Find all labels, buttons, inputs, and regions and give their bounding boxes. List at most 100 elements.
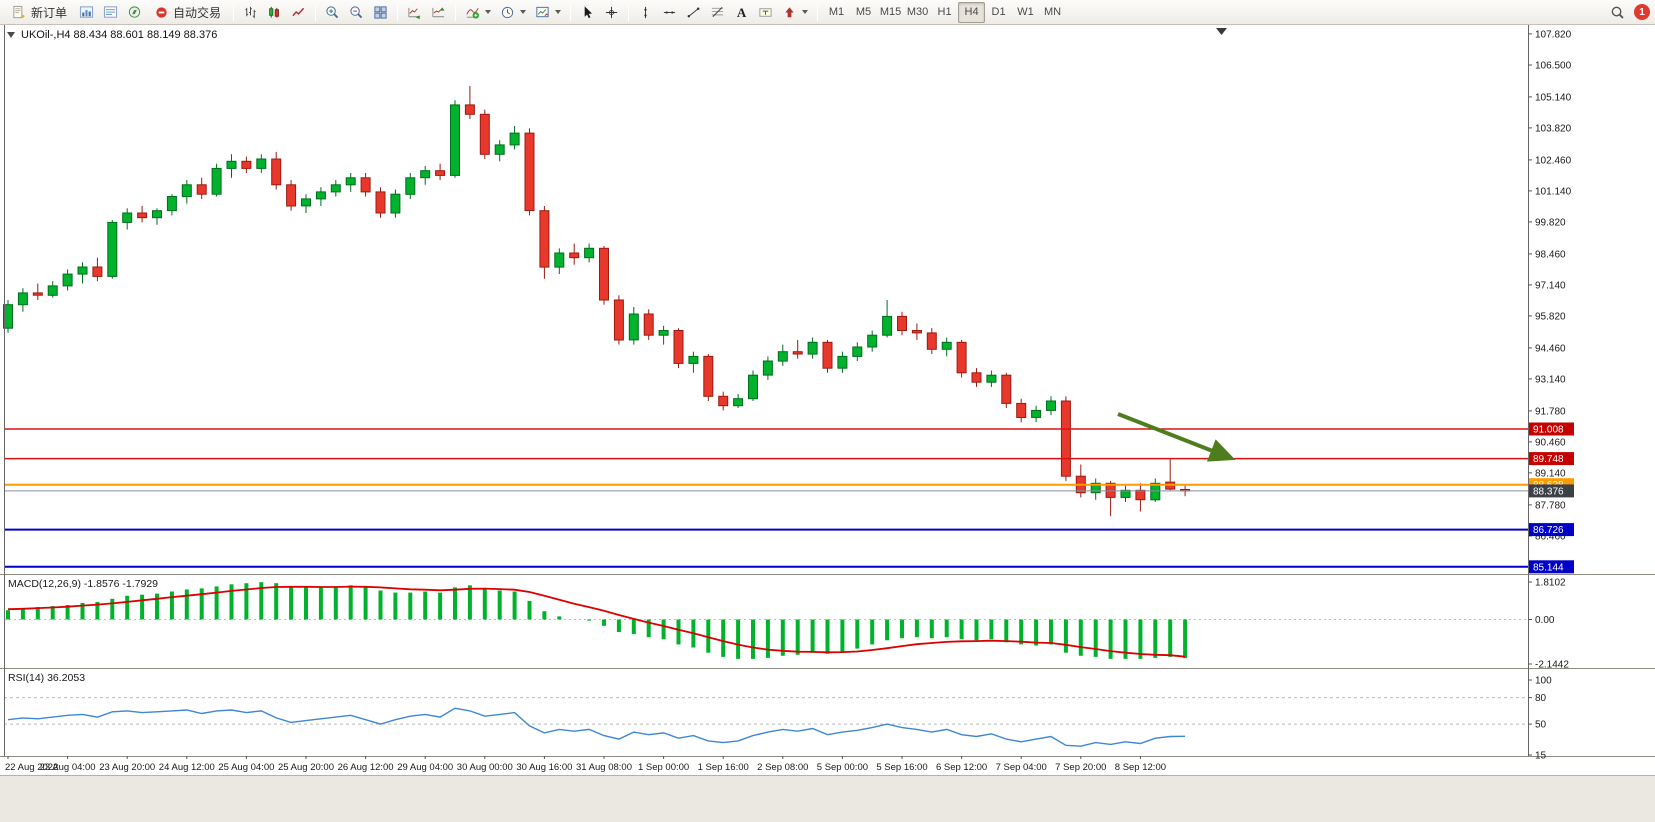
- trend-arrow-annotation[interactable]: [1117, 412, 1236, 462]
- candle-body: [450, 104, 460, 176]
- price-tick-label: 102.460: [1535, 155, 1572, 166]
- template-icon: [536, 6, 549, 17]
- timeframe-mn-button[interactable]: MN: [1039, 2, 1066, 23]
- timeframe-d1-button[interactable]: D1: [985, 2, 1012, 23]
- time-tick-label: 24 Aug 12:00: [159, 762, 215, 773]
- chart-canvas[interactable]: 107.820 106.500 105.140 103.820 102.460 101.1…: [0, 25, 1655, 822]
- candlestick-chart-icon: [269, 6, 279, 18]
- candle-body: [658, 330, 669, 336]
- candle-body: [1120, 489, 1131, 498]
- candle-body: [390, 193, 401, 214]
- chart-line-button[interactable]: [287, 2, 310, 23]
- templates-button[interactable]: [531, 2, 565, 23]
- auto-scroll-icon: [408, 7, 421, 19]
- candle-body: [837, 355, 848, 369]
- dropdown-caret-icon: [485, 10, 492, 14]
- timeframe-m30-button[interactable]: M30: [904, 2, 931, 23]
- toolbar-separator: [570, 3, 572, 21]
- rsi-label: RSI(14) 36.2053: [8, 672, 85, 684]
- label-tool-button[interactable]: [754, 2, 777, 23]
- auto-scroll-button[interactable]: [403, 2, 426, 23]
- candle-body: [1135, 489, 1146, 501]
- data-window-button[interactable]: [99, 2, 122, 23]
- search-button[interactable]: [1606, 2, 1629, 23]
- rsi-scale-label: 15: [1535, 751, 1547, 762]
- crosshair-button[interactable]: [600, 2, 623, 23]
- time-tick-label: 7 Sep 04:00: [996, 762, 1047, 773]
- tile-windows-button[interactable]: [369, 2, 392, 23]
- time-tick-label: 22 Aug 2022: [5, 762, 58, 773]
- candle-body: [822, 341, 833, 369]
- new-order-button[interactable]: 新订单: [5, 2, 74, 23]
- candle-body: [1105, 482, 1116, 498]
- chart-shift-marker[interactable]: [1216, 28, 1227, 35]
- label-tool-icon: [759, 7, 772, 17]
- trendline-button[interactable]: [682, 2, 705, 23]
- chart-bars-button[interactable]: [239, 2, 262, 23]
- time-tick-label: 23 Aug 20:00: [99, 762, 155, 773]
- timeframe-m1-button[interactable]: M1: [823, 2, 850, 23]
- candle-body: [479, 113, 490, 155]
- fibonacci-button[interactable]: [706, 2, 729, 23]
- resistance-line-91008-tag-label: 91.008: [1533, 425, 1564, 436]
- timeframe-m5-button[interactable]: M5: [850, 2, 877, 23]
- time-tick-label: 1 Sep 00:00: [638, 762, 689, 773]
- zoom-in-button[interactable]: [321, 2, 344, 23]
- vertical-line-button[interactable]: [634, 2, 657, 23]
- chart-shift-button[interactable]: [427, 2, 450, 23]
- notification-badge[interactable]: 1: [1634, 4, 1650, 20]
- horizontal-line-button[interactable]: [658, 2, 681, 23]
- macd-scale-label: -2.1442: [1535, 660, 1569, 671]
- zoom-out-button[interactable]: [345, 2, 368, 23]
- timeframe-m15-button[interactable]: M15: [877, 2, 904, 23]
- macd-scale-label: 0.00: [1535, 615, 1555, 626]
- timeframe-h4-button[interactable]: H4: [958, 1, 986, 23]
- candle-body: [584, 247, 595, 259]
- chart-window[interactable]: 107.820 106.500 105.140 103.820 102.460 101.1…: [0, 25, 1655, 822]
- macd-signal-line: [7, 585, 1186, 658]
- candle-body: [777, 351, 788, 362]
- time-tick-label: 2 Sep 08:00: [757, 762, 808, 773]
- navigator-button[interactable]: [123, 2, 146, 23]
- candle-body: [405, 177, 416, 195]
- candle-body: [971, 372, 982, 383]
- time-tick-label: 31 Aug 08:00: [576, 762, 632, 773]
- indicators-button[interactable]: [461, 2, 495, 23]
- toolbar-separator: [397, 3, 399, 21]
- timeframe-buttons: M1 M5 M15 M30 H1 H4 D1 W1 MN: [823, 1, 1066, 23]
- symbol-ohlc-title: UKOil-,H4 88.434 88.601 88.149 88.376: [7, 29, 217, 41]
- timeframe-w1-button[interactable]: W1: [1012, 2, 1039, 23]
- autotrading-button[interactable]: 自动交易: [147, 2, 228, 23]
- arrows-tool-button[interactable]: [778, 2, 812, 23]
- vertical-line-icon: [644, 6, 647, 18]
- candle-body: [360, 177, 371, 193]
- candle-body: [1001, 374, 1012, 404]
- candle-body: [181, 184, 192, 198]
- toolbar-separator: [233, 3, 235, 21]
- price-tick-label: 91.780: [1535, 406, 1566, 417]
- cursor-button[interactable]: [576, 2, 599, 23]
- periods-button[interactable]: [496, 2, 530, 23]
- chart-candles-button[interactable]: [263, 2, 286, 23]
- price-pane[interactable]: [0, 25, 1655, 574]
- tile-windows-icon: [374, 5, 387, 19]
- price-tick-label: 87.780: [1535, 500, 1566, 511]
- text-tool-button[interactable]: A: [730, 2, 753, 23]
- candle-body: [524, 132, 535, 212]
- dropdown-caret-icon: [802, 10, 809, 14]
- macd-label: MACD(12,26,9) -1.8576 -1.7929: [8, 578, 158, 590]
- candle-body: [599, 247, 609, 301]
- price-tick-label: 99.820: [1535, 217, 1566, 228]
- toolbar-separator: [455, 3, 457, 21]
- dropdown-caret-icon: [555, 10, 562, 14]
- market-watch-button[interactable]: [75, 2, 98, 23]
- one-click-trading-toggle-icon[interactable]: [7, 32, 15, 38]
- time-tick-label: 6 Sep 12:00: [936, 762, 987, 773]
- timeframe-h1-button[interactable]: H1: [931, 2, 958, 23]
- add-indicator-icon: [466, 7, 479, 18]
- rsi-pane[interactable]: [0, 668, 1655, 756]
- candle-body: [613, 299, 624, 341]
- candle-body: [1060, 400, 1071, 477]
- candle-body: [32, 292, 43, 296]
